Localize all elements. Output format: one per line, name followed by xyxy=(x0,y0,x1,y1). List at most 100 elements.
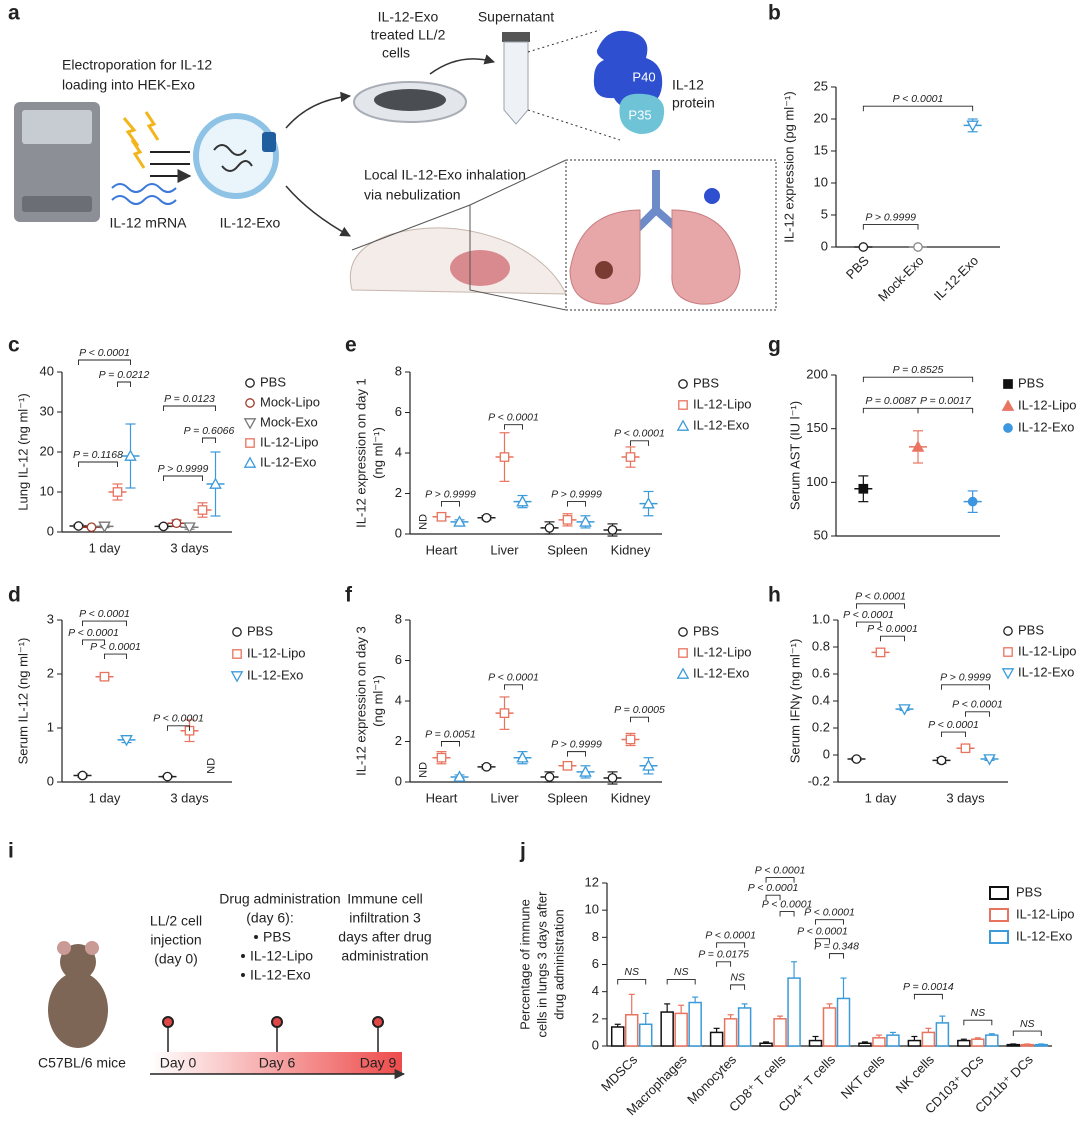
data-point xyxy=(875,647,886,658)
significance-bracket xyxy=(730,984,746,990)
lung-right xyxy=(671,209,741,305)
legend-label: IL-12-Lipo xyxy=(260,434,319,449)
panel-letter: c xyxy=(8,334,20,357)
x-tick-label: 1 day xyxy=(89,790,121,805)
data-point xyxy=(499,708,510,719)
label: protein xyxy=(672,95,715,111)
y-tick-label: 200 xyxy=(806,366,828,381)
annotation: P < 0.0001 xyxy=(928,719,979,731)
significance-bracket xyxy=(630,716,649,723)
significance-bracket xyxy=(880,635,905,642)
data-point xyxy=(562,514,573,525)
legend-marker xyxy=(1003,626,1013,636)
annotation: P = 0.0212 xyxy=(99,369,150,381)
legend-label: IL-12-Lipo xyxy=(1016,906,1075,921)
y-axis-label: Serum AST (IU l⁻¹) xyxy=(787,401,802,510)
legend-label: IL-12-Exo xyxy=(1018,664,1074,679)
annotation: P < 0.0001 xyxy=(79,608,130,620)
cells xyxy=(374,89,446,111)
panel-letter: d xyxy=(8,584,21,607)
legend-marker xyxy=(1001,668,1015,680)
legend-label: PBS xyxy=(1018,375,1044,390)
significance-bracket xyxy=(504,684,523,690)
data-point xyxy=(607,773,618,783)
bar xyxy=(737,1007,752,1047)
bar xyxy=(1034,1043,1049,1047)
data-point xyxy=(625,734,636,745)
significance-bracket xyxy=(856,621,881,628)
x-tick-label: 3 days xyxy=(170,790,209,805)
significance-bracket xyxy=(917,407,974,414)
legend-label: PBS xyxy=(693,623,719,638)
data-point xyxy=(453,515,466,527)
y-tick-label: 0 xyxy=(821,238,828,253)
legend-label: PBS xyxy=(260,374,286,389)
bar xyxy=(971,1038,985,1047)
x-tick-label: Kidney xyxy=(611,542,651,557)
bar xyxy=(921,1031,936,1047)
y-tick-label: 4 xyxy=(592,983,599,998)
significance-bracket xyxy=(815,919,844,925)
y-tick-label: -0.2 xyxy=(808,773,830,788)
y-tick-label: 8 xyxy=(395,611,402,626)
label: Electroporation for IL-12 xyxy=(62,57,212,73)
legend-label: PBS xyxy=(1016,884,1042,899)
legend-swatch xyxy=(989,908,1009,922)
y-tick-label: 50 xyxy=(814,527,828,542)
y-axis-label: IL-12 expression on day 1 xyxy=(353,378,368,528)
annotation: P < 0.0001 xyxy=(90,641,141,653)
data-point xyxy=(499,452,510,462)
y-tick-label: 10 xyxy=(814,174,828,189)
significance-bracket xyxy=(202,437,216,443)
significance-bracket xyxy=(913,993,943,1000)
legend-label: PBS xyxy=(1018,622,1044,637)
legend-marker xyxy=(245,398,255,408)
y-tick-label: 8 xyxy=(395,363,402,378)
arrow xyxy=(429,54,496,75)
significance-bracket xyxy=(441,501,460,507)
data-point xyxy=(124,449,137,461)
y-tick-label: 4 xyxy=(395,444,402,459)
lung-left xyxy=(569,209,641,305)
significance-bracket xyxy=(504,424,523,430)
label: LL/2 cell xyxy=(150,913,202,929)
legend-label: IL-12-Exo xyxy=(247,667,303,682)
significance-bracket xyxy=(765,877,795,883)
x-tick-label: 3 days xyxy=(946,790,985,805)
label: loading into HEK-Exo xyxy=(62,77,195,93)
data-point xyxy=(73,521,84,531)
y-axis-label: IL-12 expression on day 3 xyxy=(353,626,368,776)
mouse-ear xyxy=(57,941,71,955)
data-point xyxy=(983,754,996,766)
annotation: P > 0.9999 xyxy=(425,488,476,500)
bar xyxy=(1020,1043,1035,1047)
significance-bracket xyxy=(104,653,127,660)
label: Immune cell xyxy=(347,891,422,907)
bar xyxy=(688,1001,702,1047)
data-point xyxy=(966,120,979,132)
y-tick-label: 4 xyxy=(395,692,402,707)
lightning xyxy=(122,111,160,169)
y-axis-label: Lung IL-12 (ng ml⁻¹) xyxy=(15,393,30,510)
bar xyxy=(858,1042,872,1047)
bar xyxy=(985,1034,999,1047)
bar xyxy=(638,1023,653,1047)
annotation: P = 0.6066 xyxy=(184,425,235,437)
electroporator-screen xyxy=(22,110,92,144)
zoom-lines xyxy=(351,159,567,311)
tube-cap xyxy=(502,32,530,42)
significance-bracket xyxy=(163,405,216,411)
panel-letter: a xyxy=(8,2,20,25)
data-point xyxy=(209,477,222,489)
x-tick-label: Heart xyxy=(426,790,458,805)
y-tick-label: 12 xyxy=(585,874,599,889)
legend-marker xyxy=(243,418,257,430)
significance-bracket xyxy=(82,639,105,645)
legend-marker xyxy=(243,456,257,468)
data-point xyxy=(516,495,529,507)
annotation: NS xyxy=(1020,1018,1035,1030)
data-point xyxy=(913,242,923,252)
annotation: P = 0.1168 xyxy=(73,449,123,461)
data-point xyxy=(481,761,492,772)
